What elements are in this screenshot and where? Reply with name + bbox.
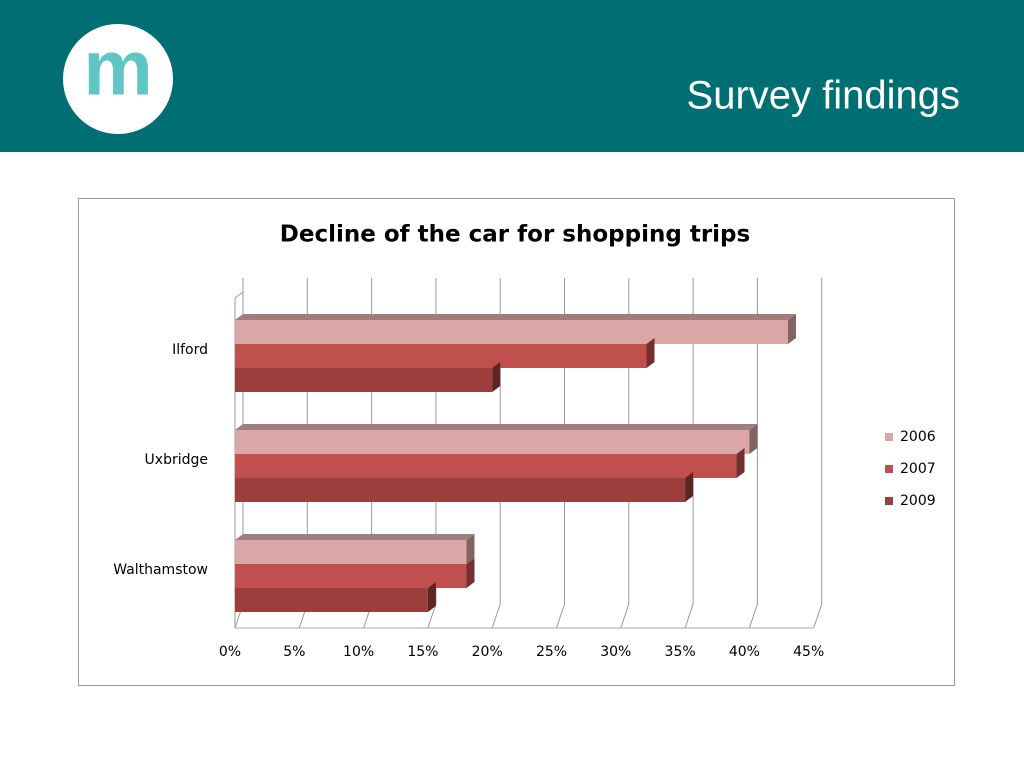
- bar-side: [749, 424, 758, 454]
- x-tick-label: 5%: [283, 644, 305, 660]
- bar-top: [235, 534, 475, 540]
- bar-front: [235, 320, 788, 344]
- slide-title: Survey findings: [687, 74, 960, 118]
- legend-label: 2006: [900, 429, 936, 445]
- grid-line: [684, 278, 694, 629]
- legend-label: 2007: [900, 461, 936, 477]
- bar: [235, 362, 501, 392]
- bar-front: [235, 478, 686, 502]
- category-label: Uxbridge: [145, 452, 208, 468]
- x-tick-label: 30%: [600, 644, 631, 660]
- x-tick-label: 45%: [793, 644, 824, 660]
- bar-front: [235, 454, 737, 478]
- x-tick-label: 35%: [665, 644, 696, 660]
- legend-swatch: [885, 465, 893, 473]
- bar-side: [466, 558, 475, 588]
- x-tick-label: 0%: [219, 644, 241, 660]
- bar: [235, 338, 655, 368]
- bar: [235, 534, 475, 564]
- grid-line: [813, 278, 823, 629]
- bar: [235, 558, 475, 588]
- bar-side: [736, 448, 745, 478]
- bar-side: [646, 338, 655, 368]
- bar: [235, 448, 745, 478]
- bar-front: [235, 564, 467, 588]
- bar-top: [235, 314, 796, 320]
- bar-front: [235, 344, 647, 368]
- wall: [234, 291, 244, 628]
- bar-top: [235, 424, 758, 430]
- legend-swatch: [885, 497, 893, 505]
- legend-label: 2009: [900, 493, 936, 509]
- logo: m: [83, 24, 152, 112]
- x-tick-label: 20%: [472, 644, 503, 660]
- x-tick-label: 10%: [343, 644, 374, 660]
- bar-side: [492, 362, 501, 392]
- bar: [235, 314, 796, 344]
- bar-side: [787, 314, 796, 344]
- grid-line: [556, 278, 565, 629]
- bar-side: [685, 472, 694, 502]
- x-tick-label: 25%: [536, 644, 567, 660]
- bar: [235, 424, 758, 454]
- bar: [235, 472, 694, 502]
- grid-line: [491, 278, 501, 629]
- logo-circle: [63, 24, 173, 134]
- bar-front: [235, 540, 467, 564]
- x-tick-label: 40%: [729, 644, 760, 660]
- x-tick-label: 15%: [407, 644, 438, 660]
- bar-front: [235, 368, 493, 392]
- legend-swatch: [885, 433, 893, 441]
- chart-title: Decline of the car for shopping trips: [280, 222, 750, 248]
- grid-line: [620, 278, 630, 629]
- bar-side: [427, 582, 436, 612]
- bar-front: [235, 430, 750, 454]
- bar-front: [235, 588, 428, 612]
- category-label: Walthamstow: [113, 562, 208, 578]
- bar: [235, 582, 436, 612]
- grid-line: [748, 278, 758, 629]
- bar-side: [466, 534, 475, 564]
- category-label: Ilford: [172, 342, 208, 358]
